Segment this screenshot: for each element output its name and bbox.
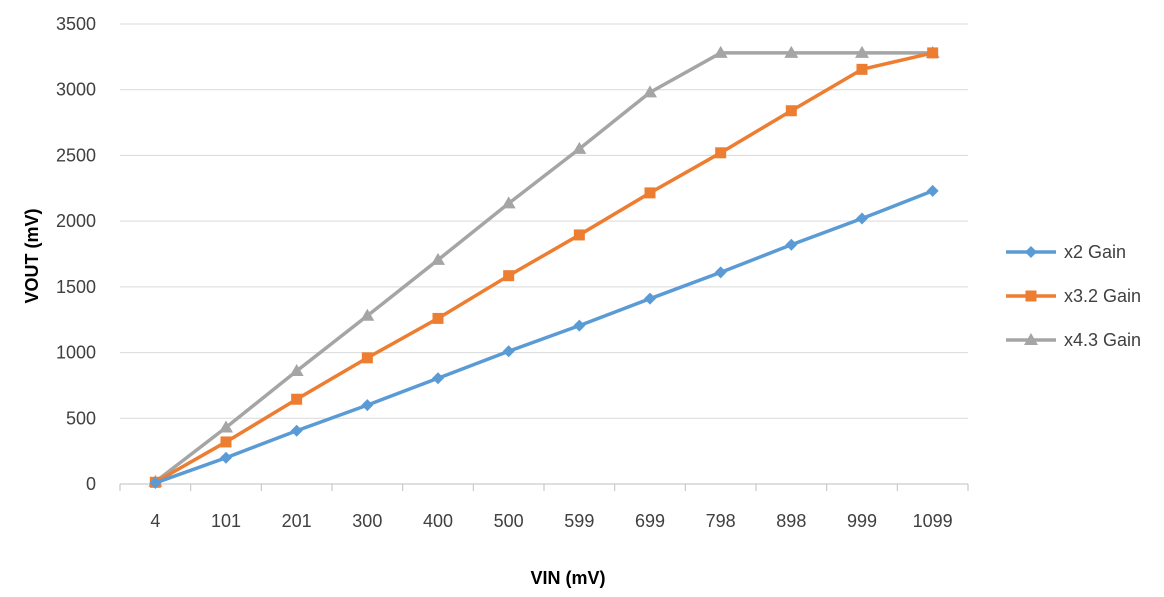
data-point bbox=[220, 436, 232, 448]
data-point bbox=[361, 352, 373, 364]
x-tick-label: 300 bbox=[352, 511, 382, 531]
data-point bbox=[503, 270, 515, 282]
x-tick-label: 699 bbox=[635, 511, 665, 531]
legend-label: x2 Gain bbox=[1064, 242, 1126, 262]
data-point bbox=[432, 312, 444, 324]
x-tick-label: 1099 bbox=[913, 511, 953, 531]
series-line bbox=[154, 51, 934, 484]
data-point bbox=[715, 147, 727, 159]
data-point bbox=[573, 319, 586, 332]
data-point bbox=[149, 476, 162, 489]
series-group bbox=[148, 45, 940, 489]
legend: x2 Gain x3.2 Gain x4.3 Gain bbox=[1006, 242, 1141, 350]
x-tick-label: 500 bbox=[494, 511, 524, 531]
data-point bbox=[785, 238, 798, 251]
y-tick-label: 1000 bbox=[56, 343, 96, 363]
data-point bbox=[432, 372, 444, 385]
series-line bbox=[154, 51, 933, 484]
x-tick-label: 798 bbox=[706, 511, 736, 531]
data-point bbox=[643, 85, 657, 98]
x-tick-label: 999 bbox=[847, 511, 877, 531]
legend-label: x4.3 Gain bbox=[1064, 330, 1141, 350]
x-tick-label: 898 bbox=[776, 511, 806, 531]
x-tick-label: 599 bbox=[564, 511, 594, 531]
data-point bbox=[784, 45, 799, 58]
data-point bbox=[289, 363, 304, 376]
data-point bbox=[360, 308, 375, 321]
data-point bbox=[714, 266, 727, 279]
x-axis-ticks: 4 101 201 300 400 500 599 699 798 898 999 1099 bbox=[150, 511, 952, 531]
x-tick-label: 201 bbox=[282, 511, 312, 531]
data-point bbox=[219, 420, 233, 433]
x-tick-label: 4 bbox=[150, 511, 160, 531]
data-point bbox=[291, 393, 303, 405]
x-tick-label: 400 bbox=[423, 511, 453, 531]
data-point bbox=[220, 451, 232, 464]
series-x4-3-gain bbox=[148, 45, 940, 487]
data-point bbox=[502, 345, 515, 358]
series-x3-2-gain bbox=[149, 47, 939, 488]
data-point bbox=[431, 252, 445, 265]
legend-marker bbox=[1025, 290, 1037, 302]
x-tick-label: 101 bbox=[211, 511, 241, 531]
y-tick-label: 1500 bbox=[56, 277, 96, 297]
data-point bbox=[290, 424, 303, 437]
y-tick-label: 3000 bbox=[56, 80, 96, 100]
y-tick-label: 2500 bbox=[56, 145, 96, 165]
y-tick-label: 2000 bbox=[56, 211, 96, 231]
data-point bbox=[927, 47, 939, 59]
y-axis-ticks: 0 500 1000 1500 2000 2500 3000 3500 bbox=[56, 14, 96, 494]
legend-marker bbox=[1024, 333, 1038, 345]
y-axis-title: VOUT (mV) bbox=[22, 208, 42, 303]
y-tick-label: 3500 bbox=[56, 14, 96, 34]
data-point bbox=[926, 184, 939, 197]
y-tick-label: 0 bbox=[86, 474, 96, 494]
data-point bbox=[573, 229, 585, 241]
data-point bbox=[713, 45, 728, 58]
data-point bbox=[501, 196, 516, 209]
grid-lines bbox=[120, 23, 968, 419]
data-point bbox=[856, 212, 868, 225]
data-point bbox=[572, 141, 587, 154]
legend-label: x3.2 Gain bbox=[1064, 286, 1141, 306]
y-tick-label: 500 bbox=[66, 408, 96, 428]
data-point bbox=[856, 63, 868, 75]
series-x2-gain bbox=[149, 184, 939, 489]
data-point bbox=[644, 187, 656, 199]
legend-marker bbox=[1025, 246, 1037, 258]
data-point bbox=[855, 45, 869, 58]
data-point bbox=[785, 105, 797, 117]
axes bbox=[119, 483, 969, 491]
series-line bbox=[154, 189, 934, 485]
data-point bbox=[361, 399, 374, 412]
data-point bbox=[644, 292, 656, 305]
x-axis-title: VIN (mV) bbox=[530, 568, 605, 588]
